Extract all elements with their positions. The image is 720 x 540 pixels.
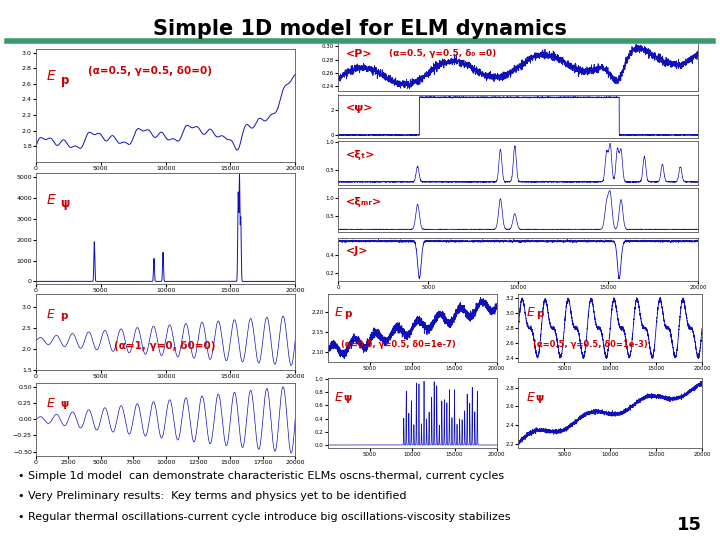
- Text: $E$: $E$: [46, 308, 56, 321]
- Text: (α=0.5, γ=0.5, δ0=1e-7): (α=0.5, γ=0.5, δ0=1e-7): [341, 340, 456, 349]
- Text: (α=0.5, γ=0.5, δ0=0): (α=0.5, γ=0.5, δ0=0): [88, 65, 212, 76]
- Text: ψ: ψ: [60, 197, 70, 210]
- Text: <ψ>: <ψ>: [346, 103, 373, 113]
- Text: • Simple 1d model  can demonstrate characteristic ELMs oscns-thermal, current cy: • Simple 1d model can demonstrate charac…: [18, 471, 504, 481]
- Text: $E$: $E$: [46, 193, 57, 207]
- Text: <J>: <J>: [346, 246, 368, 256]
- Text: <ξₘᵣ>: <ξₘᵣ>: [346, 197, 382, 207]
- Text: p: p: [536, 309, 544, 319]
- Text: <ξₜ>: <ξₜ>: [346, 150, 375, 160]
- Text: • Very Preliminary results:  Key terms and physics yet to be identified: • Very Preliminary results: Key terms an…: [18, 491, 407, 502]
- Text: $E$: $E$: [334, 306, 344, 320]
- Text: $E$: $E$: [526, 306, 536, 320]
- Text: 15: 15: [677, 516, 702, 534]
- Text: $E$: $E$: [46, 396, 56, 409]
- Text: <P>: <P>: [346, 50, 372, 59]
- Text: p: p: [343, 309, 351, 319]
- Text: (α=0.5, γ=0.5, δ₀ =0): (α=0.5, γ=0.5, δ₀ =0): [389, 50, 496, 58]
- Text: ψ: ψ: [60, 400, 69, 409]
- Text: $E$: $E$: [46, 69, 57, 83]
- Text: $E$: $E$: [526, 390, 536, 403]
- Text: (α=1, γ=0, δ0=0): (α=1, γ=0, δ0=0): [114, 341, 215, 351]
- Text: $E$: $E$: [334, 390, 344, 403]
- Text: Simple 1D model for ELM dynamics: Simple 1D model for ELM dynamics: [153, 19, 567, 39]
- Text: ψ: ψ: [536, 394, 544, 403]
- Text: p: p: [60, 73, 69, 86]
- Text: ψ: ψ: [343, 394, 352, 403]
- Text: (α=0.5, γ=0.5, δ0=1e-3): (α=0.5, γ=0.5, δ0=1e-3): [533, 340, 648, 349]
- Text: • Regular thermal oscillations-current cycle introduce big oscillations-viscosit: • Regular thermal oscillations-current c…: [18, 512, 510, 522]
- Text: p: p: [60, 311, 68, 321]
